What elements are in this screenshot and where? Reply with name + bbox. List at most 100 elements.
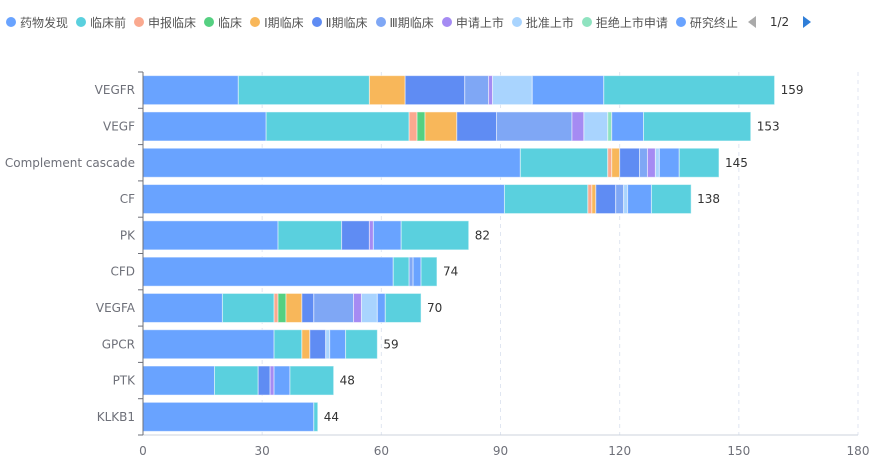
legend-item[interactable]: 临床前 — [76, 14, 126, 31]
bar-segment[interactable] — [341, 220, 370, 251]
legend-item[interactable]: Ⅱ期临床 — [311, 14, 368, 31]
legend-label: 申请上市 — [455, 15, 504, 30]
bar-segment[interactable] — [646, 147, 656, 178]
bar-segment[interactable] — [392, 256, 410, 287]
legend-next-page-icon[interactable] — [803, 16, 812, 28]
bar-segment[interactable] — [408, 111, 418, 142]
bar-segment[interactable] — [639, 147, 648, 178]
bar-segment[interactable] — [142, 329, 275, 360]
legend-item[interactable]: 药物发现 — [6, 14, 68, 31]
bar-segment[interactable] — [607, 147, 613, 178]
bar-segment[interactable] — [309, 329, 327, 360]
bar-segment[interactable] — [619, 147, 641, 178]
bar-segment[interactable] — [285, 292, 303, 323]
bar-segment[interactable] — [142, 184, 505, 215]
legend-item[interactable]: Ⅰ期临床 — [250, 14, 304, 31]
legend-label: 申报临床 — [148, 15, 197, 30]
legend-item[interactable]: Ⅲ期临床 — [375, 14, 434, 31]
bar-segment[interactable] — [416, 111, 426, 142]
bar-segment[interactable] — [420, 256, 438, 287]
bar-segment[interactable] — [360, 292, 378, 323]
bar-segment[interactable] — [607, 111, 613, 142]
bar-segment[interactable] — [571, 111, 585, 142]
bar-segment[interactable] — [142, 147, 521, 178]
legend-pager: 1/2 — [747, 15, 812, 29]
legend-item[interactable]: 申请上市 — [441, 14, 504, 31]
y-category-label: CFD — [110, 265, 135, 279]
bar-segment[interactable] — [404, 75, 466, 106]
legend-label: 临床前 — [90, 15, 127, 30]
bar-segment[interactable] — [313, 292, 355, 323]
x-tick-label: 0 — [139, 444, 147, 458]
bar-segment[interactable] — [424, 111, 458, 142]
bar-segment[interactable] — [531, 75, 605, 106]
legend-item[interactable]: 申报临床 — [134, 14, 196, 31]
bar-segment[interactable] — [615, 184, 625, 215]
bar-segment[interactable] — [214, 365, 259, 396]
bar-segment[interactable] — [400, 220, 470, 251]
bar-segment[interactable] — [313, 401, 319, 432]
legend-item[interactable]: 研究终止 — [675, 14, 738, 31]
bar-segment[interactable] — [329, 329, 347, 360]
bar-segment[interactable] — [591, 184, 597, 215]
legend-item[interactable]: 拒绝上市申请 — [581, 14, 668, 31]
bar-segment[interactable] — [643, 111, 752, 142]
bar-segment[interactable] — [595, 184, 617, 215]
bar-segment[interactable] — [273, 292, 279, 323]
bar-segment[interactable] — [623, 184, 629, 215]
bar-segment[interactable] — [658, 147, 680, 178]
bar-segment[interactable] — [496, 111, 573, 142]
x-tick-label: 150 — [727, 444, 750, 458]
bar-segment[interactable] — [142, 256, 394, 287]
bar-segment[interactable] — [269, 365, 275, 396]
bar-segment[interactable] — [221, 292, 275, 323]
bar-segment[interactable] — [273, 329, 303, 360]
bar-segment[interactable] — [142, 111, 267, 142]
bar-segment[interactable] — [678, 147, 720, 178]
bar-segment[interactable] — [368, 75, 406, 106]
bar-segment[interactable] — [353, 292, 362, 323]
bar-segment[interactable] — [492, 75, 533, 106]
bar-segment[interactable] — [611, 147, 621, 178]
bar-segment[interactable] — [142, 75, 239, 106]
legend-prev-page-icon[interactable] — [747, 16, 756, 28]
bar-segment[interactable] — [611, 111, 645, 142]
bar-segment[interactable] — [237, 75, 370, 106]
bar-segment[interactable] — [289, 365, 335, 396]
bar-segment[interactable] — [142, 401, 315, 432]
bar-segment[interactable] — [412, 256, 422, 287]
bar-segment[interactable] — [325, 329, 331, 360]
bar-segment[interactable] — [408, 256, 414, 287]
bar-segment[interactable] — [345, 329, 378, 360]
bar-segment[interactable] — [587, 184, 593, 215]
bar-segment[interactable] — [654, 147, 660, 178]
chart-legend: 药物发现 临床前 申报临床 临床 Ⅰ期临床 Ⅱ期临床 Ⅲ期临床 申请上市 批准上市 拒绝上市申请 研… — [6, 12, 812, 32]
bar-segment[interactable] — [142, 365, 215, 396]
legend-item[interactable]: 临床 — [204, 14, 242, 31]
bar-segment[interactable] — [627, 184, 652, 215]
legend-dot-icon — [134, 17, 145, 27]
bar-segment[interactable] — [464, 75, 490, 106]
bar-segment[interactable] — [277, 292, 287, 323]
legend-item[interactable]: 批准上市 — [511, 14, 574, 31]
bar-segment[interactable] — [488, 75, 494, 106]
bar-segment[interactable] — [456, 111, 498, 142]
bar-segment[interactable] — [301, 292, 315, 323]
bar-segment[interactable] — [372, 220, 402, 251]
bar-segment[interactable] — [257, 365, 271, 396]
bar-segment[interactable] — [503, 184, 589, 215]
bar-segment[interactable] — [301, 329, 311, 360]
bar-segment[interactable] — [519, 147, 609, 178]
bar-segment[interactable] — [583, 111, 609, 142]
bar-segment[interactable] — [277, 220, 343, 251]
bar-total-label: 138 — [697, 192, 720, 206]
bar-segment[interactable] — [265, 111, 410, 142]
bar-segment[interactable] — [384, 292, 422, 323]
bar-segment[interactable] — [603, 75, 776, 106]
bar-segment[interactable] — [142, 292, 223, 323]
bar-segment[interactable] — [273, 365, 291, 396]
bar-segment[interactable] — [376, 292, 386, 323]
bar-segment[interactable] — [650, 184, 692, 215]
bar-segment[interactable] — [142, 220, 279, 251]
bar-segment[interactable] — [368, 220, 374, 251]
